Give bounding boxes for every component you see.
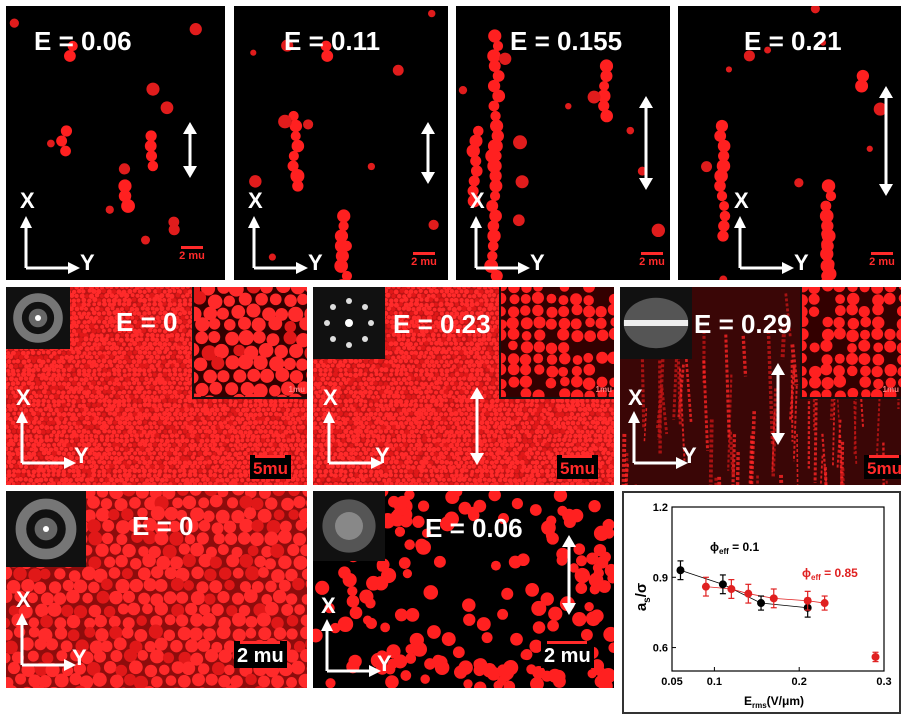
row3-panel-2: E = 0.06 X Y 2 mu	[313, 491, 614, 688]
fit-line	[680, 570, 807, 607]
scale-bar: 5mu	[864, 455, 901, 479]
scale-bar: 2 mu	[632, 252, 670, 268]
axes-arrow-icon	[620, 287, 901, 485]
legend-phi-0.85: ϕeff = 0.85	[802, 566, 858, 582]
x-tick-label: 0.3	[876, 676, 891, 688]
data-point	[821, 600, 828, 607]
scale-bar: 2 mu	[234, 641, 287, 668]
data-point	[804, 597, 811, 604]
y-tick-label: 0.6	[653, 643, 668, 655]
data-point	[758, 600, 765, 607]
data-point	[728, 586, 735, 593]
y-tick-label: 1.2	[653, 502, 668, 514]
row2-panel-1: 1mu E = 0 X Y 5mu	[6, 287, 307, 485]
row3-panel-1: E = 0 X Y 2 mu	[6, 491, 307, 688]
row1-panel-3: E = 0.155 X Y 2 mu	[456, 6, 670, 280]
y-axis-title: as/σ	[633, 583, 653, 611]
legend-phi-0.1: ϕeff = 0.1	[710, 540, 759, 556]
scale-bar: 2 mu	[172, 246, 212, 262]
scale-bar: 5mu	[250, 455, 291, 479]
data-point	[719, 581, 726, 588]
row1-panel-2: E = 0.11 X Y 2 mu	[234, 6, 448, 280]
plot-canvas: 0.05 0.1 0.2 0.3 0.6 0.9 1.2 as/σ Erms(V/μm) ϕ…	[624, 493, 899, 712]
axes-arrow-icon	[456, 6, 670, 280]
x-tick-label: 0.2	[792, 676, 807, 688]
x-tick-label: 0.05	[661, 676, 682, 688]
scaling-plot: 0.05 0.1 0.2 0.3 0.6 0.9 1.2 as/σ Erms(V/μm) ϕ…	[622, 491, 901, 714]
row1-panel-4: E = 0.21 X Y 2 mu	[678, 6, 901, 280]
scale-bar: 5mu	[557, 455, 598, 479]
scale-bar: 2 mu	[862, 252, 901, 268]
row2-panel-3: 1mu E = 0.29 X Y 5mu	[620, 287, 901, 485]
x-axis-title: Erms(V/μm)	[744, 694, 804, 710]
scale-bar: 2 mu	[541, 641, 594, 668]
axes-arrow-icon	[678, 6, 901, 280]
data-point	[702, 583, 709, 590]
data-point	[745, 590, 752, 597]
data-point	[770, 595, 777, 602]
row2-panel-2: 1mu E = 0.23 X Y 5mu	[313, 287, 614, 485]
scale-bar: 2 mu	[404, 252, 444, 268]
axes-arrow-icon	[234, 6, 448, 280]
y-tick-label: 0.9	[653, 572, 668, 584]
row1-panel-1: E = 0.06 X Y 2 mu	[6, 6, 225, 280]
data-point	[872, 653, 879, 660]
data-point	[677, 567, 684, 574]
axes-arrow-icon	[6, 6, 225, 280]
x-tick-label: 0.1	[707, 676, 722, 688]
